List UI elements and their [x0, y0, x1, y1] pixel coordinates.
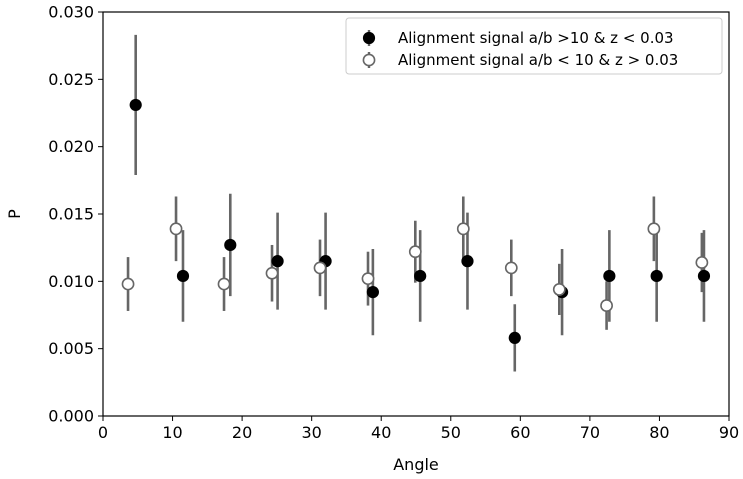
y-tick-label: 0.020 [48, 137, 94, 156]
y-axis-label: P [5, 209, 24, 219]
data-point-filled [650, 269, 663, 283]
x-tick-label: 40 [371, 423, 391, 442]
data-point-open [265, 266, 279, 280]
x-axis-label: Angle [393, 455, 439, 474]
y-tick-label: 0.030 [48, 3, 94, 22]
legend-item-series-2: Alignment signal a/b < 10 & z > 0.03 [362, 51, 678, 69]
data-point-open [313, 261, 327, 275]
data-point-open [217, 277, 231, 291]
error-bars [126, 34, 706, 372]
x-tick-label: 0 [98, 423, 108, 442]
y-tick-label: 0.005 [48, 339, 94, 358]
y-tick-label: 0.010 [48, 272, 94, 291]
data-point-filled [366, 286, 379, 299]
data-point-filled [697, 269, 711, 283]
data-point-open [695, 256, 709, 269]
x-tick-label: 90 [719, 423, 739, 442]
data-point-open [456, 222, 470, 236]
data-point-filled [603, 269, 616, 283]
data-point-open [647, 222, 661, 236]
data-point-filled [224, 238, 237, 252]
data-point-open [121, 277, 135, 291]
x-tick-label: 60 [510, 423, 530, 442]
x-tick-label: 20 [232, 423, 252, 442]
x-tick-label: 80 [649, 423, 669, 442]
data-point-filled [129, 98, 142, 112]
y-tick-label: 0.015 [48, 205, 94, 224]
data-point-filled [176, 269, 190, 283]
plot-frame [102, 11, 730, 417]
x-tick-label: 10 [162, 423, 182, 442]
data-point-open [600, 299, 613, 312]
legend-item-series-1: Alignment signal a/b >10 & z < 0.03 [362, 29, 674, 47]
legend-marker-open [362, 53, 376, 67]
data-point-open [169, 222, 183, 236]
x-tick-label: 50 [441, 423, 461, 442]
data-point-filled [414, 269, 427, 283]
data-point-open [408, 245, 422, 259]
x-tick-label: 30 [301, 423, 321, 442]
legend-marker-filled [362, 31, 376, 45]
y-tick-label: 0.025 [48, 70, 94, 89]
data-markers [121, 98, 711, 344]
axis-ticks: 0 10 20 30 40 50 60 70 80 90 0.000 0.005 0.010 0.015 0… [48, 3, 739, 443]
data-point-filled [271, 255, 284, 268]
data-point-filled [461, 255, 474, 268]
x-tick-label: 70 [580, 423, 600, 442]
legend-label: Alignment signal a/b >10 & z < 0.03 [398, 29, 674, 47]
data-point-open [552, 283, 566, 296]
data-point-open [504, 261, 518, 275]
legend-box [345, 17, 723, 75]
legend: Alignment signal a/b >10 & z < 0.03 Alig… [345, 17, 723, 75]
legend-label: Alignment signal a/b < 10 & z > 0.03 [398, 51, 678, 69]
y-tick-label: 0.000 [48, 407, 94, 426]
data-point-filled [508, 331, 521, 344]
data-point-open [361, 272, 375, 286]
